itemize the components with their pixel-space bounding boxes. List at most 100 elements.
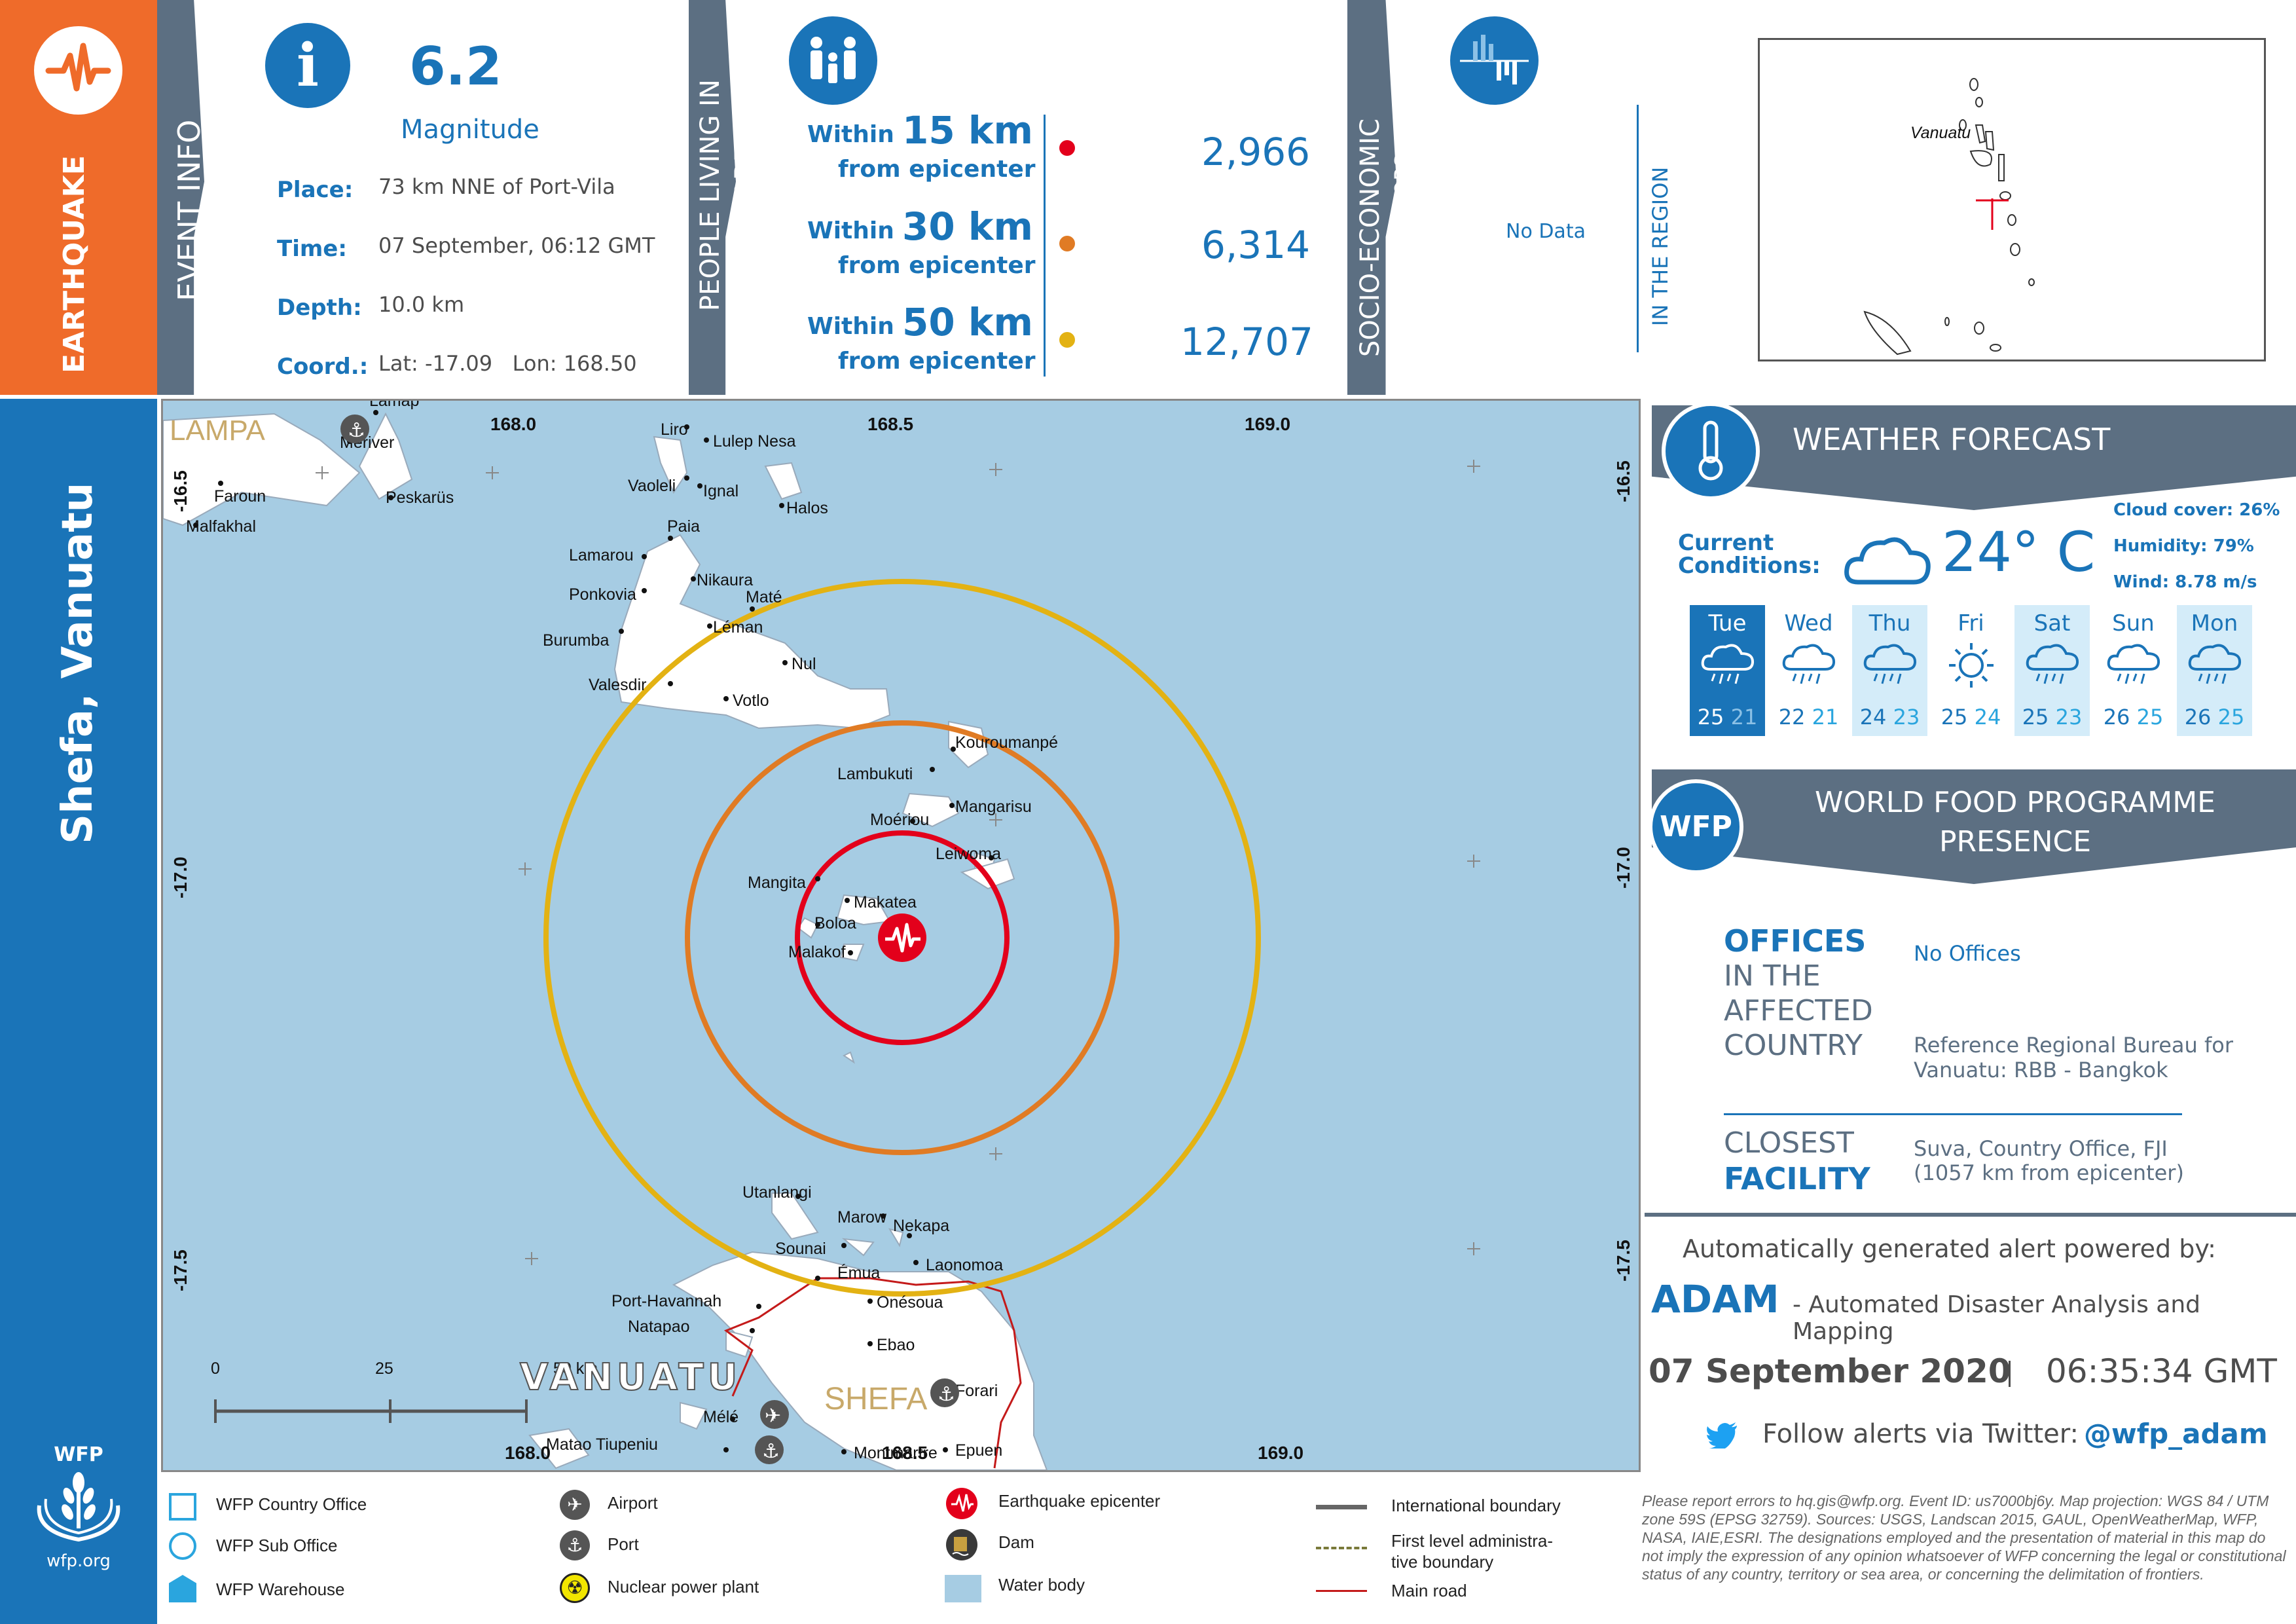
legend-admin-boundary-line xyxy=(1316,1547,1367,1549)
place-label: Votlo xyxy=(733,692,769,710)
place-dot xyxy=(951,747,956,752)
place-label: Léman xyxy=(713,618,763,637)
legend-admin-boundary-2: tive boundary xyxy=(1391,1552,1494,1572)
legend-sub-office-icon xyxy=(169,1532,196,1560)
closest-label-2: FACILITY xyxy=(1724,1161,1870,1196)
place-label: Nekapa xyxy=(893,1217,949,1235)
socio-label-2: INDICATORS xyxy=(1391,154,1414,275)
forecast-day: Fri 25 24 xyxy=(1933,605,2009,736)
powered-by: Automatically generated alert powered by… xyxy=(1683,1234,2216,1263)
legend-port-icon: ⚓ xyxy=(560,1530,590,1560)
main-map[interactable]: Lamap Mériver Faroun Peskarüs Malfakhal Liro L… xyxy=(161,399,1641,1472)
rain-icon xyxy=(1852,638,1927,693)
wfp-url[interactable]: wfp.org xyxy=(46,1551,111,1571)
forecast-day-name: Tue xyxy=(1708,610,1747,637)
depth-label: Depth: xyxy=(277,295,362,321)
place-label: Peskarüs xyxy=(386,489,454,507)
place-label: Faroun xyxy=(214,487,266,506)
svg-text:✈: ✈ xyxy=(765,1405,781,1428)
population-label-1: PEOPLE LIVING IN xyxy=(695,79,725,311)
epicenter-icon[interactable] xyxy=(878,913,926,962)
legend-main-road: Main road xyxy=(1391,1581,1467,1600)
place-dot xyxy=(756,1304,761,1309)
place-label: Halos xyxy=(786,499,828,517)
place-dot xyxy=(815,922,820,927)
tick-left-165: -16.5 xyxy=(170,470,191,512)
place-dot xyxy=(697,483,702,489)
alert-time: 06:35:34 GMT xyxy=(2046,1352,2277,1390)
forecast-day: Mon 26 25 xyxy=(2177,605,2252,736)
place-dot xyxy=(723,1447,729,1452)
forecast-day-name: Thu xyxy=(1868,610,1911,637)
twitter-handle[interactable]: @wfp_adam xyxy=(2084,1418,2268,1450)
pop-dot-30 xyxy=(1059,236,1075,251)
forecast-day: Wed 22 21 xyxy=(1771,605,1846,736)
land-shapes xyxy=(163,412,1048,1470)
disclaimer: Please report errors to hq.gis@wfp.org. … xyxy=(1642,1492,2286,1583)
legend-dam: Dam xyxy=(998,1532,1034,1552)
place-label: Lambukuti xyxy=(837,765,913,783)
forecast-high: 25 xyxy=(1697,705,1724,729)
place-label: Matao Tiupeniu xyxy=(546,1435,658,1454)
place-label: Lamap xyxy=(369,401,419,410)
forecast-high: 24 xyxy=(1859,705,1887,729)
legend-admin-boundary-1: First level administra- xyxy=(1391,1531,1554,1551)
adam-name: ADAM xyxy=(1651,1277,1779,1321)
forecast-day: Thu 24 23 xyxy=(1852,605,1927,736)
place-dot xyxy=(193,523,198,528)
place-dot xyxy=(668,536,673,541)
people-icon xyxy=(789,16,877,105)
legend-warehouse-icon xyxy=(169,1575,196,1602)
place-dot xyxy=(218,481,223,486)
legend-country-office-icon xyxy=(169,1493,196,1521)
legend-epicenter: Earthquake epicenter xyxy=(998,1491,1161,1511)
region-banner: Shefa, Vanuatu WFP wfp.org xyxy=(0,399,157,1624)
place-dot xyxy=(867,1299,873,1304)
tick-top-169: 169.0 xyxy=(1245,414,1290,434)
port-icon: ⚓ xyxy=(755,1435,784,1464)
socio-chart-icon xyxy=(1450,16,1539,105)
twitter-icon[interactable] xyxy=(1705,1422,1738,1451)
place-dot xyxy=(943,1447,948,1452)
offices-label-1: OFFICES xyxy=(1724,923,1867,959)
legend-airport-icon: ✈ xyxy=(560,1490,590,1520)
legend-airport: Airport xyxy=(608,1493,658,1513)
current-label-1: Current xyxy=(1678,530,1774,556)
socio-divider xyxy=(1637,105,1639,352)
offices-label-3: AFFECTED xyxy=(1724,994,1873,1027)
time-value: 07 September, 06:12 GMT xyxy=(378,233,655,258)
offices-label-4: COUNTRY xyxy=(1724,1029,1863,1062)
legend-port: Port xyxy=(608,1534,639,1554)
place-label: Kouroumanpé xyxy=(955,733,1058,752)
place-label: Vaoleli xyxy=(628,477,676,495)
pop-dot-15 xyxy=(1059,140,1075,156)
place-label: Laonomoa xyxy=(926,1256,1003,1274)
inset-map: Vanuatu xyxy=(1758,38,2266,361)
offices-label-2: IN THE xyxy=(1724,959,1821,993)
place-dot xyxy=(930,767,935,772)
hazard-banner: EARTHQUAKE xyxy=(0,0,157,395)
info-icon: i xyxy=(265,23,350,108)
pop-count-30: 6,314 xyxy=(1201,223,1311,267)
place-label: Paia xyxy=(667,517,700,536)
forecast-day-name: Mon xyxy=(2191,610,2238,637)
place-label: Nul xyxy=(792,655,816,673)
rain-icon xyxy=(2177,638,2252,693)
place-label: Onésoua xyxy=(877,1293,943,1312)
pop-within-30: Within xyxy=(807,217,894,244)
place-label: Utanlangi xyxy=(742,1183,812,1202)
closest-value-1: Suva, Country Office, FJI xyxy=(1914,1136,2168,1161)
closest-value-2: (1057 km from epicenter) xyxy=(1914,1160,2184,1185)
reference-line-1: Reference Regional Bureau for xyxy=(1914,1033,2233,1058)
place-label: Makatea xyxy=(854,893,917,912)
scale-bar: 0 25 50 km xyxy=(211,1359,598,1423)
place-label: Mélé xyxy=(703,1408,738,1426)
place-label: Mangarisu xyxy=(955,798,1032,816)
forecast-high: 26 xyxy=(2184,705,2212,729)
pop-from-15: from epicenter xyxy=(838,156,1036,183)
place-dot xyxy=(815,876,820,881)
wfp-logo-text: WFP xyxy=(54,1443,103,1466)
socio-value: No Data xyxy=(1506,220,1586,243)
hazard-label: EARTHQUAKE xyxy=(58,155,91,373)
current-label-2: Conditions: xyxy=(1678,553,1821,579)
